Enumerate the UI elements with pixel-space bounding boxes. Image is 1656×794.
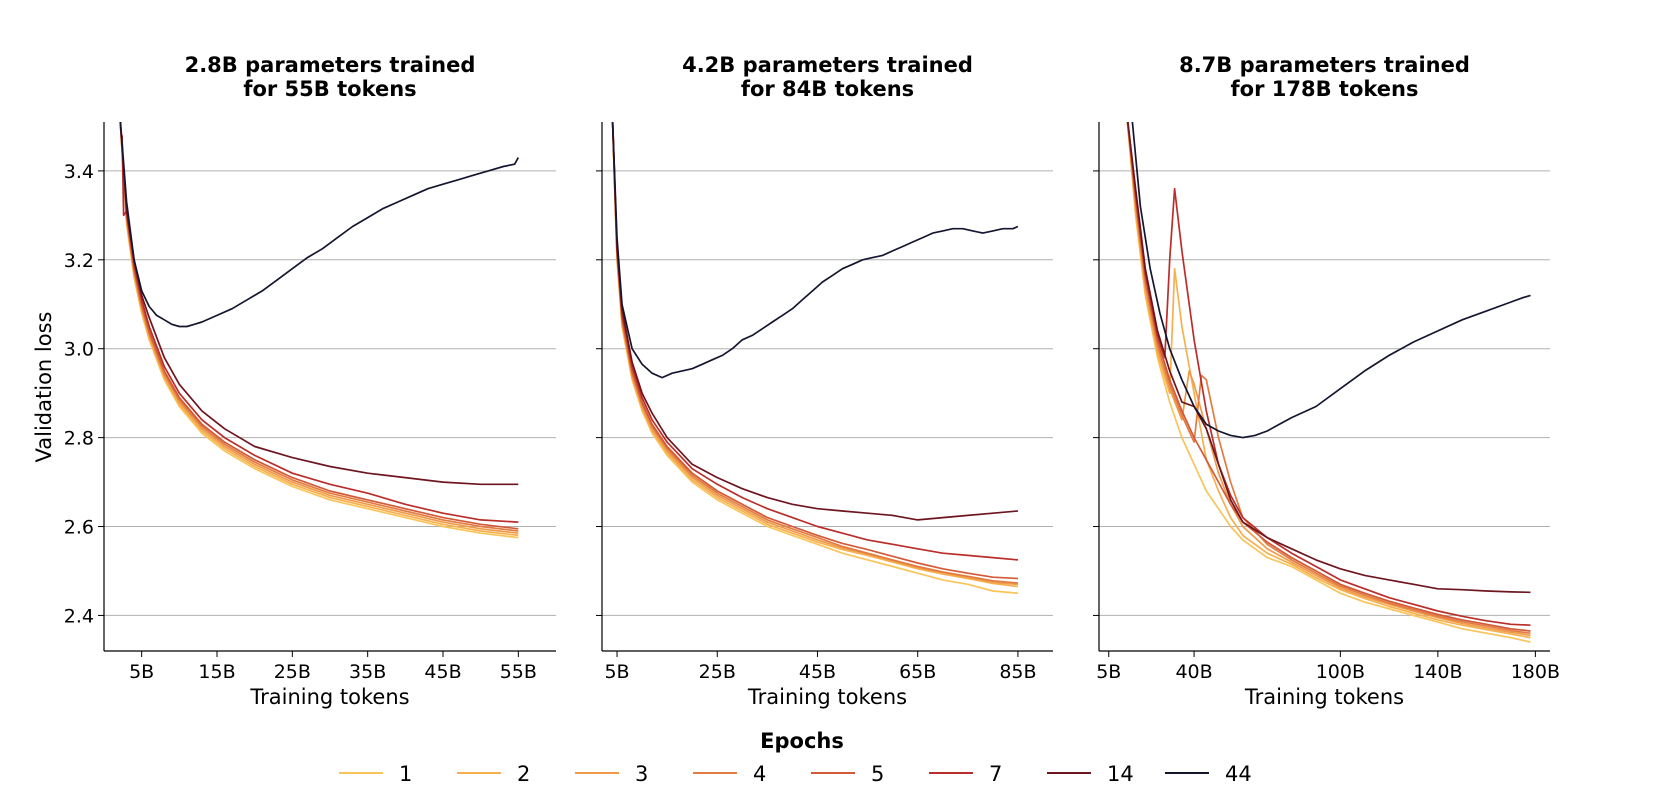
- series-line-epochs-2: [119, 122, 519, 537]
- series-group: [119, 122, 520, 539]
- legend: Epochs 1 2 3 4 5 7 14 44: [339, 729, 1252, 786]
- legend-entry-1: 1: [339, 762, 412, 786]
- x-tick-label: 55B: [500, 661, 537, 683]
- series-line-epochs-1: [119, 122, 519, 539]
- chart-title-line-1: 2.8B parameters trained: [185, 53, 476, 77]
- series-line-epochs-44: [1131, 122, 1531, 439]
- x-tick-label: 35B: [349, 661, 386, 683]
- series-line-epochs-7: [611, 122, 1018, 561]
- legend-entry-2: 2: [457, 762, 530, 786]
- series-line-epochs-4: [1126, 122, 1531, 635]
- series-line-epochs-3: [119, 122, 519, 535]
- series-group: [611, 122, 1019, 595]
- x-tick-label: 15B: [198, 661, 235, 683]
- series-group: [1126, 122, 1531, 643]
- chart-title-line-2: for 55B tokens: [243, 77, 416, 101]
- x-tick-label: 25B: [274, 661, 311, 683]
- x-tick-label: 5B: [1096, 661, 1121, 683]
- series-line-epochs-5: [119, 122, 519, 530]
- legend-entry-14: 14: [1047, 762, 1134, 786]
- legend-entry-7: 7: [929, 762, 1002, 786]
- legend-label: 44: [1225, 762, 1252, 786]
- legend-entry-44: 44: [1165, 762, 1252, 786]
- legend-label: 7: [989, 762, 1002, 786]
- series-line-epochs-4: [119, 122, 519, 532]
- series-line-epochs-3: [611, 122, 1018, 586]
- series-line-epochs-5: [1126, 122, 1531, 632]
- x-tick-label: 45B: [799, 661, 836, 683]
- chart-title-line-1: 8.7B parameters trained: [1179, 53, 1470, 77]
- series-line-epochs-44: [119, 122, 520, 328]
- x-tick-label: 85B: [999, 661, 1036, 683]
- series-line-epochs-2: [1126, 122, 1531, 639]
- legend-label: 14: [1107, 762, 1134, 786]
- chart-title-line-2: for 178B tokens: [1231, 77, 1419, 101]
- series-line-epochs-14: [1127, 122, 1531, 594]
- legend-entry-3: 3: [575, 762, 648, 786]
- series-line-epochs-2: [611, 122, 1019, 588]
- legend-label: 4: [753, 762, 766, 786]
- legend-label: 3: [635, 762, 648, 786]
- x-tick-label: 25B: [699, 661, 736, 683]
- series-line-epochs-14: [611, 122, 1018, 521]
- series-line-epochs-3: [1126, 122, 1531, 637]
- series-line-epochs-44: [611, 122, 1019, 379]
- x-tick-label: 45B: [424, 661, 461, 683]
- chart-title-line-2: for 84B tokens: [741, 77, 914, 101]
- y-tick-label: 2.6: [64, 517, 94, 539]
- legend-label: 1: [399, 762, 412, 786]
- legend-title: Epochs: [760, 729, 844, 753]
- x-tick-label: 180B: [1511, 661, 1560, 683]
- series-line-epochs-7: [1126, 122, 1531, 627]
- series-line-epochs-1: [1126, 122, 1531, 643]
- x-axis-label: Training tokens: [747, 685, 907, 709]
- y-axis-label: Validation loss: [32, 312, 56, 463]
- legend-entry-5: 5: [811, 762, 884, 786]
- legend-label: 2: [517, 762, 530, 786]
- legend-entry-4: 4: [693, 762, 766, 786]
- x-tick-label: 65B: [899, 661, 936, 683]
- y-tick-label: 3.4: [64, 161, 94, 183]
- x-tick-label: 100B: [1316, 661, 1365, 683]
- series-line-epochs-14: [119, 122, 519, 486]
- legend-label: 5: [871, 762, 884, 786]
- y-tick-label: 3.0: [64, 339, 94, 361]
- chart-panel-3: 5B 40B 100B 140B 180B Training tokens 8.7B par…: [1093, 53, 1560, 709]
- series-line-epochs-5: [611, 122, 1018, 580]
- x-tick-label: 140B: [1413, 661, 1462, 683]
- charts: 2.4 2.6 2.8 3.0 3.2 3.4 5B 15B 25B 35B 45B 55B Train…: [64, 53, 1560, 709]
- chart-title-line-1: 4.2B parameters trained: [682, 53, 973, 77]
- x-tick-label: 40B: [1175, 661, 1212, 683]
- x-axis-label: Training tokens: [249, 685, 409, 709]
- y-tick-label: 3.2: [64, 250, 94, 272]
- x-tick-label: 5B: [604, 661, 629, 683]
- legend-entries: 1 2 3 4 5 7 14 44: [339, 762, 1252, 786]
- chart-panel-1: 2.4 2.6 2.8 3.0 3.2 3.4 5B 15B 25B 35B 45B 55B Train…: [64, 53, 556, 709]
- series-line-epochs-4: [611, 122, 1018, 584]
- y-tick-label: 2.8: [64, 428, 94, 450]
- x-tick-label: 5B: [129, 661, 154, 683]
- y-tick-label: 2.4: [64, 605, 94, 627]
- x-axis-label: Training tokens: [1244, 685, 1404, 709]
- chart-panel-2: 5B 25B 45B 65B 85B Training tokens 4.2B parame…: [596, 53, 1053, 709]
